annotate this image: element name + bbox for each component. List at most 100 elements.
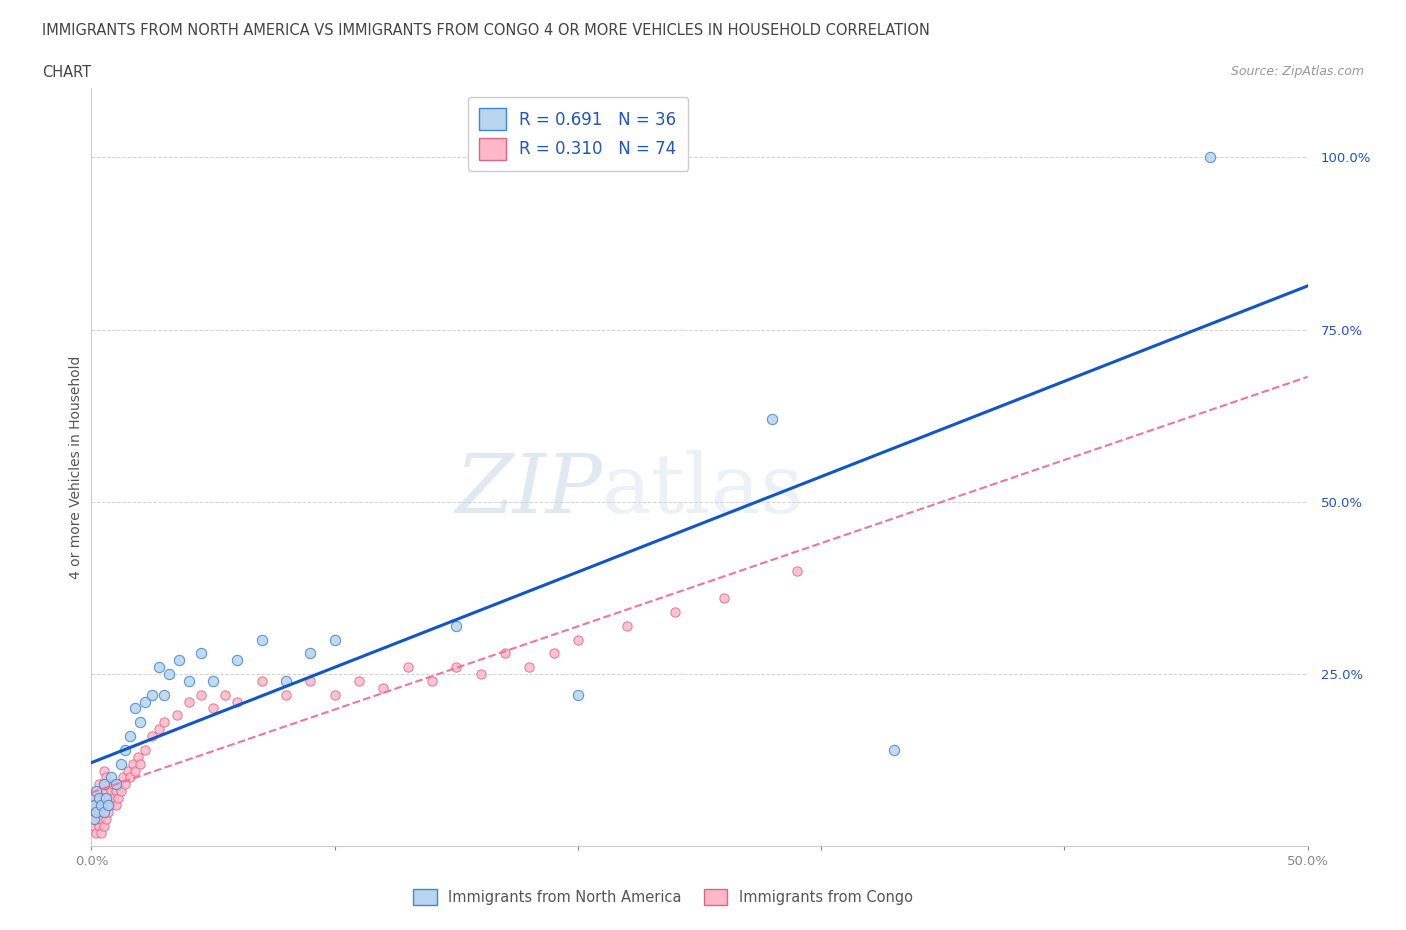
Point — [166, 708, 188, 723]
Point — [93, 777, 115, 791]
Point — [141, 728, 163, 743]
Point — [299, 673, 322, 688]
Point — [148, 722, 170, 737]
Point — [104, 784, 127, 799]
Point — [100, 770, 122, 785]
Point — [90, 811, 112, 826]
Point — [107, 790, 129, 805]
Point — [274, 687, 297, 702]
Point — [517, 659, 540, 674]
Point — [97, 777, 120, 791]
Point — [129, 756, 152, 771]
Point — [347, 673, 370, 688]
Point — [226, 653, 249, 668]
Point — [103, 790, 125, 805]
Point — [97, 798, 120, 813]
Point — [87, 818, 110, 833]
Point — [396, 659, 419, 674]
Point — [107, 777, 129, 791]
Text: atlas: atlas — [602, 450, 804, 530]
Point — [786, 564, 808, 578]
Point — [713, 591, 735, 605]
Point — [111, 770, 134, 785]
Point — [177, 694, 200, 709]
Point — [129, 715, 152, 730]
Point — [134, 694, 156, 709]
Point — [124, 701, 146, 716]
Point — [134, 742, 156, 757]
Point — [83, 818, 105, 833]
Point — [420, 673, 443, 688]
Point — [90, 798, 112, 813]
Point — [93, 818, 115, 833]
Point — [664, 604, 686, 619]
Text: CHART: CHART — [42, 65, 91, 80]
Text: Source: ZipAtlas.com: Source: ZipAtlas.com — [1230, 65, 1364, 78]
Point — [114, 777, 136, 791]
Point — [110, 784, 132, 799]
Point — [90, 784, 112, 799]
Point — [177, 673, 200, 688]
Point — [148, 659, 170, 674]
Point — [83, 798, 105, 813]
Point — [616, 618, 638, 633]
Point — [84, 825, 107, 840]
Point — [250, 673, 273, 688]
Point — [1199, 150, 1222, 165]
Point — [470, 667, 492, 682]
Point — [226, 694, 249, 709]
Point — [97, 804, 120, 819]
Point — [94, 811, 117, 826]
Point — [90, 798, 112, 813]
Point — [87, 790, 110, 805]
Point — [84, 804, 107, 819]
Point — [93, 777, 115, 791]
Point — [444, 618, 467, 633]
Point — [117, 763, 139, 777]
Point — [567, 687, 589, 702]
Text: IMMIGRANTS FROM NORTH AMERICA VS IMMIGRANTS FROM CONGO 4 OR MORE VEHICLES IN HOU: IMMIGRANTS FROM NORTH AMERICA VS IMMIGRA… — [42, 23, 929, 38]
Point — [84, 798, 107, 813]
Point — [127, 750, 149, 764]
Point — [167, 653, 190, 668]
Point — [84, 784, 107, 799]
Point — [444, 659, 467, 674]
Point — [153, 687, 176, 702]
Point — [494, 646, 516, 661]
Point — [250, 632, 273, 647]
Point — [83, 798, 105, 813]
Point — [190, 646, 212, 661]
Point — [190, 687, 212, 702]
Point — [157, 667, 180, 682]
Point — [104, 798, 127, 813]
Point — [110, 756, 132, 771]
Point — [87, 790, 110, 805]
Point — [274, 673, 297, 688]
Point — [94, 790, 117, 805]
Point — [87, 804, 110, 819]
Point — [202, 673, 225, 688]
Point — [883, 742, 905, 757]
Point — [87, 777, 110, 791]
Point — [323, 632, 346, 647]
Point — [84, 784, 107, 799]
Text: ZIP: ZIP — [456, 450, 602, 530]
Y-axis label: 4 or more Vehicles in Household: 4 or more Vehicles in Household — [69, 355, 83, 579]
Point — [761, 412, 783, 427]
Point — [299, 646, 322, 661]
Point — [103, 777, 125, 791]
Point — [93, 804, 115, 819]
Point — [93, 790, 115, 805]
Point — [153, 715, 176, 730]
Point — [124, 763, 146, 777]
Point — [100, 798, 122, 813]
Point — [100, 784, 122, 799]
Point — [84, 811, 107, 826]
Point — [202, 701, 225, 716]
Point — [83, 811, 105, 826]
Point — [543, 646, 565, 661]
Point — [373, 681, 395, 696]
Point — [114, 742, 136, 757]
Point — [83, 804, 105, 819]
Point — [104, 777, 127, 791]
